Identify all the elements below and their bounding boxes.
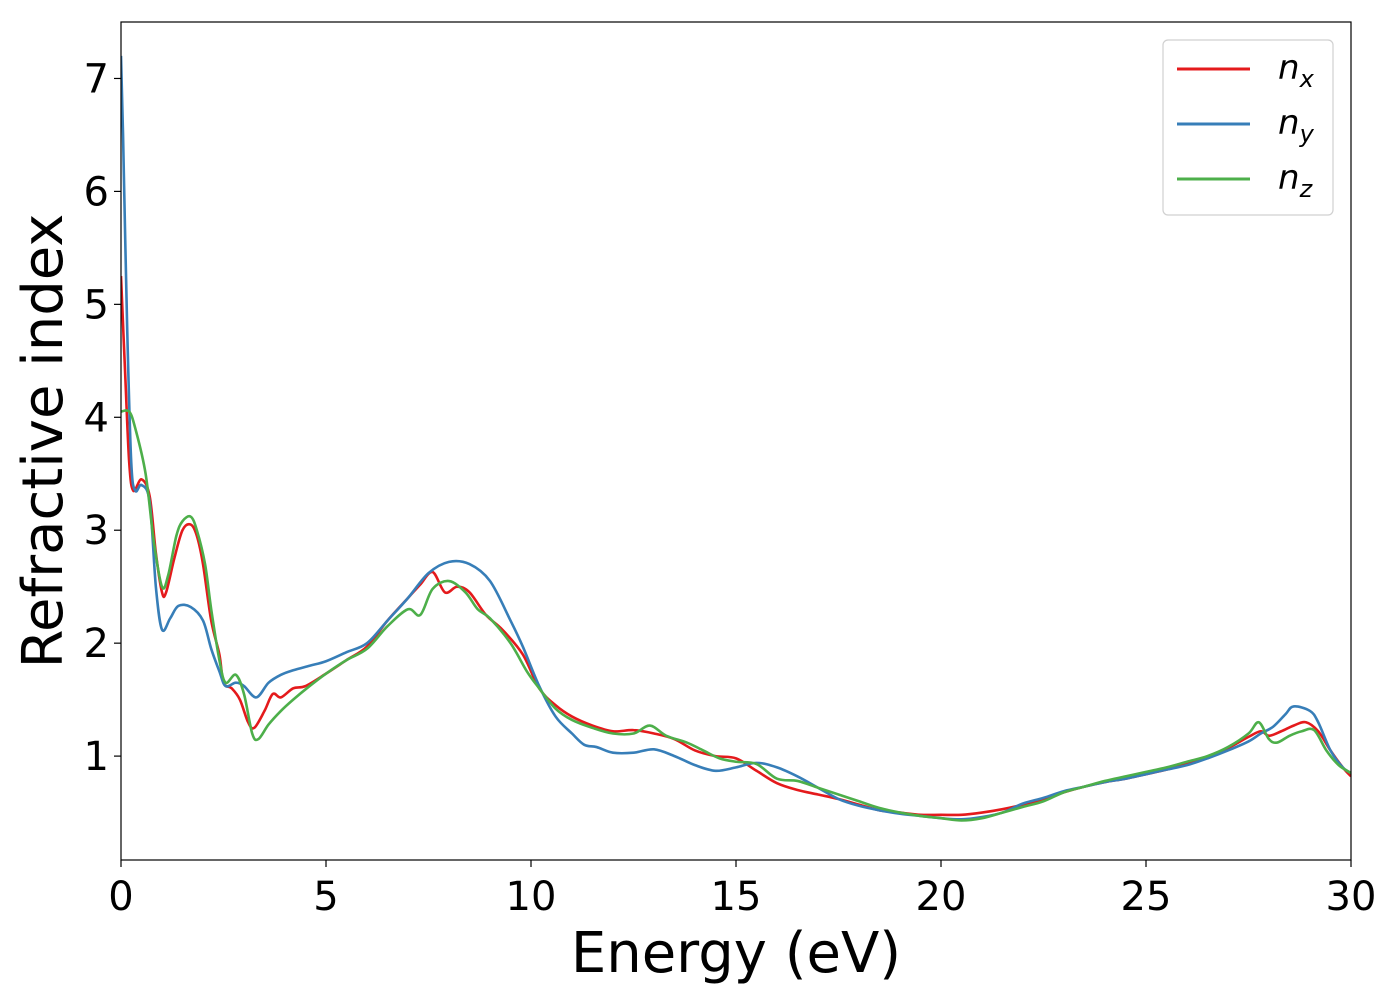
x-tick-label: 30 bbox=[1326, 874, 1377, 920]
y-tick-label: 1 bbox=[84, 734, 109, 780]
y-tick-label: 3 bbox=[84, 508, 109, 554]
y-axis-title: Refractive index bbox=[11, 214, 76, 669]
y-tick-label: 2 bbox=[84, 621, 109, 667]
x-tick-label: 20 bbox=[916, 874, 967, 920]
y-tick-label: 4 bbox=[84, 395, 109, 441]
x-tick-label: 25 bbox=[1121, 874, 1172, 920]
legend-label: nz bbox=[1278, 158, 1314, 203]
x-tick-label: 15 bbox=[711, 874, 762, 920]
legend-box bbox=[1162, 39, 1334, 216]
x-axis-ticks: 0 5 10 15 20 25 30 bbox=[108, 860, 1376, 920]
series-line-nz bbox=[121, 409, 1351, 822]
x-axis-title: Energy (eV) bbox=[571, 921, 901, 986]
x-tick-label: 5 bbox=[313, 874, 338, 920]
y-tick-label: 5 bbox=[84, 282, 109, 328]
y-tick-label: 7 bbox=[84, 56, 109, 102]
x-tick-label: 0 bbox=[108, 874, 133, 920]
x-tick-label: 10 bbox=[506, 874, 557, 920]
y-tick-label: 6 bbox=[84, 169, 109, 215]
plot-lines bbox=[121, 55, 1351, 822]
series-line-ny bbox=[121, 55, 1351, 821]
series-line-nx bbox=[121, 276, 1351, 817]
y-axis-ticks: 1 2 3 4 5 6 7 bbox=[84, 56, 121, 780]
